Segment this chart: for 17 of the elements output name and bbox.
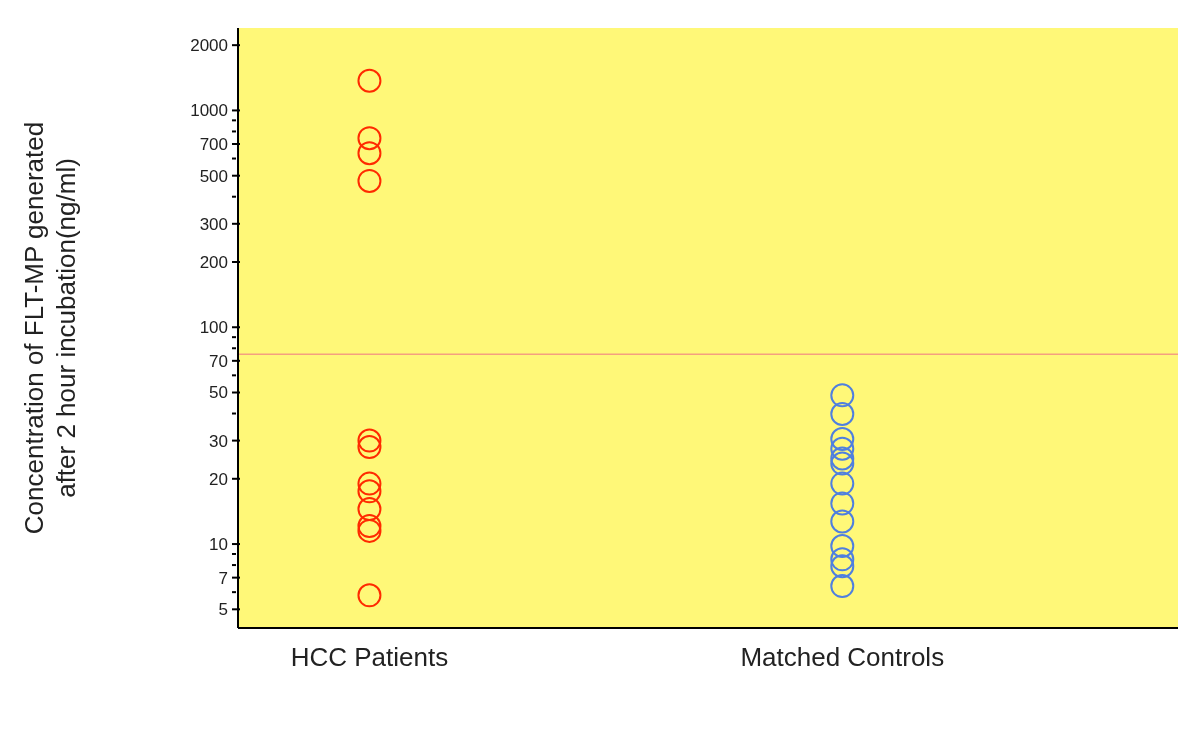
y-tick-label: 20: [209, 469, 228, 489]
y-tick-label: 1000: [190, 101, 228, 121]
y-tick-label: 700: [199, 134, 228, 154]
y-tick-label: 2000: [190, 36, 228, 56]
y-tick-label: 30: [209, 431, 228, 451]
y-tick-label: 100: [199, 318, 228, 338]
x-tick-label: HCC Patients: [290, 642, 449, 673]
y-tick-label: 50: [209, 383, 228, 403]
x-tick-label: Matched Controls: [740, 642, 945, 673]
y-tick-label: 500: [199, 166, 228, 186]
y-axis-title: Concentration of FLT-MP generated after 2 hour incubation(ng/ml): [19, 121, 81, 535]
y-tick-label: 300: [199, 214, 228, 234]
y-tick-label: 70: [209, 351, 228, 371]
y-tick-label: 10: [209, 535, 228, 554]
y-tick-label: 200: [199, 252, 228, 272]
y-tick-label: 5: [218, 600, 228, 620]
y-tick-label: 7: [218, 568, 228, 588]
